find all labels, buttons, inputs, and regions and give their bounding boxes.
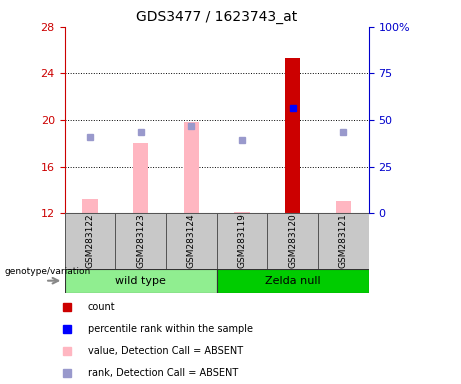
Bar bbox=[83, 199, 98, 213]
Text: percentile rank within the sample: percentile rank within the sample bbox=[88, 324, 253, 334]
Bar bbox=[336, 202, 351, 213]
Bar bbox=[285, 58, 301, 213]
Text: rank, Detection Call = ABSENT: rank, Detection Call = ABSENT bbox=[88, 368, 238, 378]
Title: GDS3477 / 1623743_at: GDS3477 / 1623743_at bbox=[136, 10, 297, 25]
Text: GSM283120: GSM283120 bbox=[288, 214, 297, 268]
Bar bbox=[217, 269, 369, 293]
Bar bbox=[183, 122, 199, 213]
Bar bbox=[115, 213, 166, 269]
Bar bbox=[235, 212, 250, 213]
Text: Zelda null: Zelda null bbox=[265, 276, 320, 286]
Text: GSM283121: GSM283121 bbox=[339, 214, 348, 268]
Text: GSM283123: GSM283123 bbox=[136, 214, 145, 268]
Bar bbox=[166, 213, 217, 269]
Bar bbox=[217, 213, 267, 269]
Text: GSM283122: GSM283122 bbox=[85, 214, 95, 268]
Text: wild type: wild type bbox=[115, 276, 166, 286]
Bar bbox=[65, 213, 115, 269]
Bar bbox=[65, 269, 217, 293]
Bar bbox=[267, 213, 318, 269]
Text: GSM283119: GSM283119 bbox=[237, 214, 247, 268]
Text: GSM283124: GSM283124 bbox=[187, 214, 196, 268]
Text: genotype/variation: genotype/variation bbox=[5, 266, 91, 276]
Bar bbox=[133, 143, 148, 213]
Text: value, Detection Call = ABSENT: value, Detection Call = ABSENT bbox=[88, 346, 243, 356]
Text: count: count bbox=[88, 302, 115, 313]
Bar bbox=[318, 213, 369, 269]
